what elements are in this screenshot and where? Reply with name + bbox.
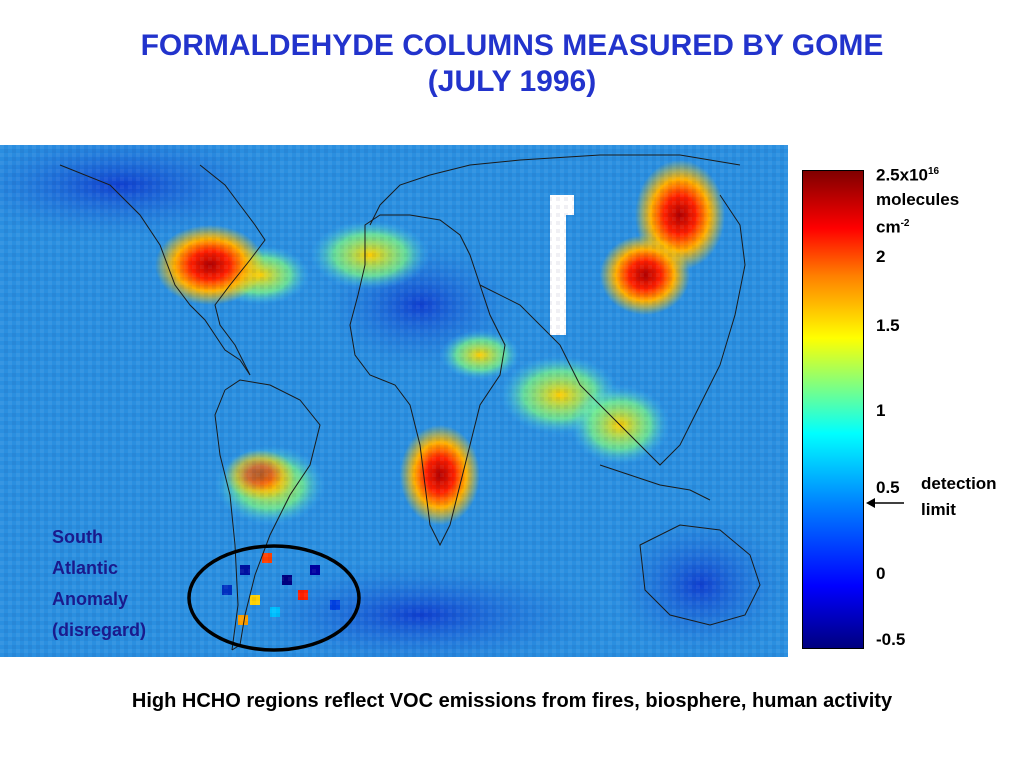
colorbar-tick-0: 0 [876, 564, 886, 583]
anomaly-line-2: Atlantic [52, 558, 119, 578]
detection-limit-arrow-icon [866, 498, 904, 508]
colorbar-tick-0-5: 0.5 [876, 478, 900, 497]
south-america-west-coast [214, 389, 239, 651]
colorbar-tick-1: 1 [876, 401, 886, 420]
map-graphic [0, 145, 788, 657]
north-america-east-coast [199, 164, 266, 376]
caption: High HCHO regions reflect VOC emissions … [131, 690, 893, 712]
colorbar-tick-neg-0-5: -0.5 [876, 630, 906, 649]
asia-south-east-coast [479, 194, 746, 466]
detection-limit-line-1: detection [921, 474, 997, 493]
anomaly-line-4: (disregard) [52, 620, 147, 640]
hcho-map [0, 145, 788, 657]
title-line-1: FORMALDEHYDE COLUMNS MEASURED BY GOME [140, 29, 884, 62]
australia-coast [639, 524, 761, 626]
colorbar-unit-exponent: -2 [900, 217, 910, 229]
colorbar-tick-1-5: 1.5 [876, 316, 900, 335]
page-title: FORMALDEHYDE COLUMNS MEASURED BY GOME (J… [0, 28, 1024, 100]
anomaly-line-3: Anomaly [52, 589, 129, 609]
colorbar [802, 170, 864, 649]
colorbar-max-value: 2.5x10 [876, 165, 928, 185]
africa-coast [349, 214, 506, 547]
colorbar-unit-cm: cm [876, 217, 901, 237]
anomaly-label: South Atlantic Anomaly (disregard) [52, 522, 146, 646]
detection-limit-line-2: limit [921, 500, 956, 519]
north-america-west-coast [59, 164, 251, 376]
coastlines [59, 154, 761, 651]
colorbar-unit-molecules: molecules [876, 189, 960, 209]
anomaly-line-1: South [52, 527, 103, 547]
anomaly-ellipse [187, 544, 361, 652]
indonesia-coast [599, 464, 711, 501]
colorbar-tick-2: 2 [876, 247, 886, 266]
pixel-texture [0, 145, 788, 657]
title-line-2: (JULY 1996) [427, 65, 597, 98]
south-america-coast [224, 379, 321, 651]
eurasia-north-coast [369, 154, 741, 226]
colorbar-max-exponent: 16 [928, 166, 940, 177]
detection-limit-label: detection limit [921, 471, 997, 523]
colorbar-max-label: 2.5x1016 molecules cm-2 [876, 160, 959, 239]
